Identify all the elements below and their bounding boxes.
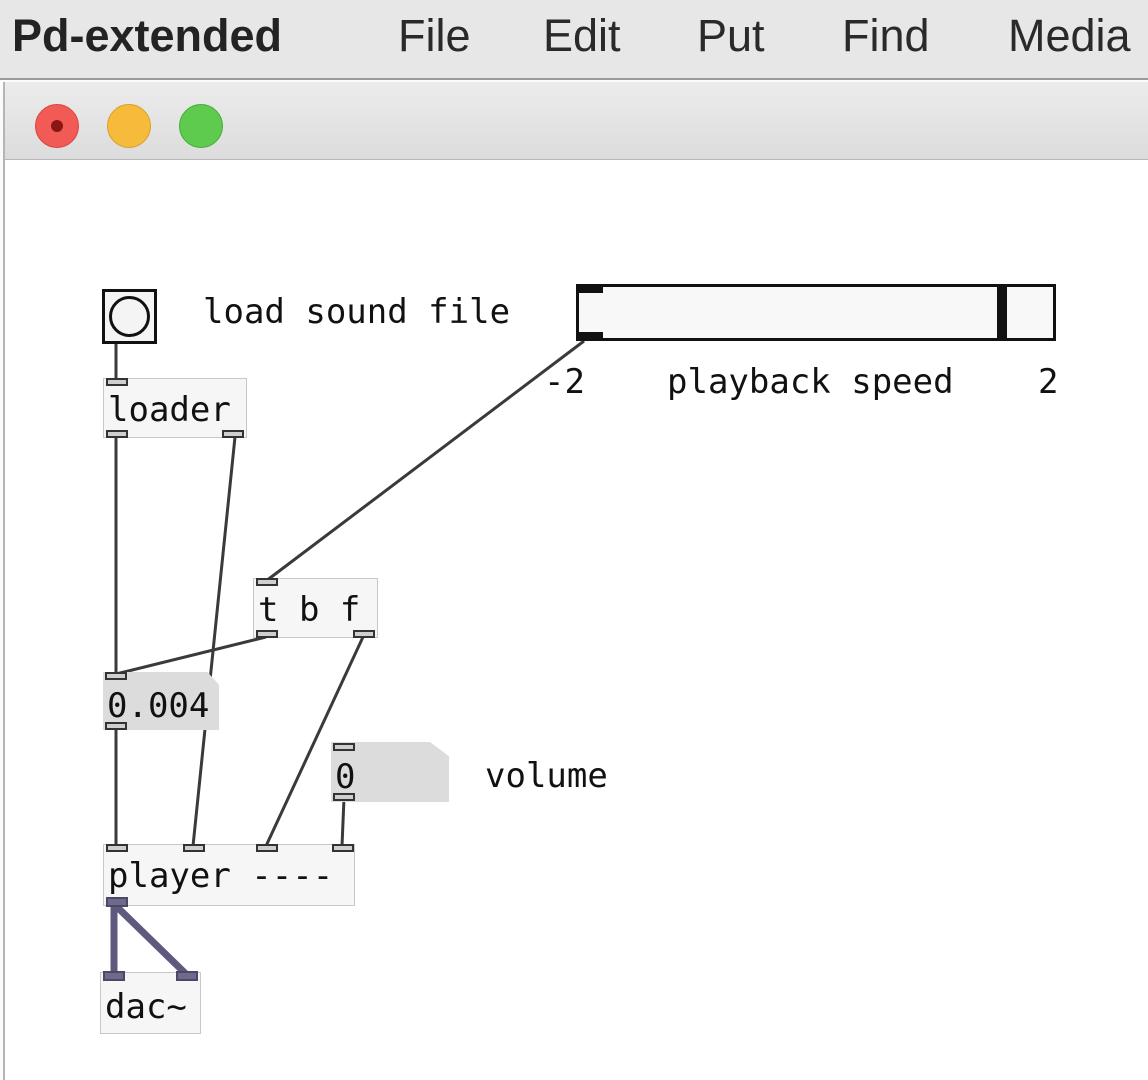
object-dac-text: dac~ [105,987,187,1027]
slider-knob[interactable] [997,287,1007,338]
window-titlebar[interactable] [5,82,1148,160]
wire-trigger-to-player [264,636,365,847]
slider-outlet [579,332,603,338]
object-dac[interactable]: dac~ [100,971,201,1034]
volume-number-box[interactable]: 0 [331,742,449,802]
bang-label: load sound file [203,292,511,332]
speed-number-value: 0.004 [107,686,210,726]
signal-inlet[interactable] [103,971,125,981]
wire-slider-to-trigger [265,339,585,583]
minimize-button-icon[interactable] [107,104,151,148]
menu-put[interactable]: Put [697,10,765,61]
menu-bar: Pd-extended File Edit Put Find Media [0,0,1148,80]
inlet[interactable] [183,844,205,852]
outlet[interactable] [353,630,375,638]
volume-outlet[interactable] [333,793,355,801]
outlet[interactable] [106,430,128,438]
bang-circle-icon [109,296,150,337]
volume-number-value: 0 [335,757,356,797]
menu-find[interactable]: Find [842,10,930,61]
maximize-button-icon[interactable] [179,104,223,148]
inlet[interactable] [256,578,278,586]
close-button-icon[interactable] [35,104,79,148]
signal-inlet[interactable] [176,971,198,981]
inlet[interactable] [256,844,278,852]
object-trigger-text: t b f [258,590,361,630]
wire-volume-to-player [340,797,346,847]
outlet[interactable] [222,430,244,438]
volume-inlet[interactable] [333,743,355,751]
volume-label: volume [485,756,608,796]
outlet[interactable] [256,630,278,638]
numbox-inlet[interactable] [105,672,127,680]
menu-file[interactable]: File [398,10,471,61]
object-loader-text: loader [108,390,231,430]
app-menu[interactable]: Pd-extended [12,10,283,61]
slider-label: playback speed [667,362,954,402]
slider-inlet [579,287,603,293]
bang-button[interactable] [102,289,157,344]
wire-loader-to-player [191,436,237,847]
slider-min-label: -2 [544,362,585,402]
object-player[interactable]: player ---- [103,844,355,907]
signal-wire-right [110,900,191,979]
menu-media[interactable]: Media [1008,10,1131,61]
object-loader[interactable]: loader [103,378,247,438]
speed-number-box[interactable]: 0.004 [103,672,219,730]
slider-max-label: 2 [1038,362,1059,402]
inlet[interactable] [106,844,128,852]
signal-outlet[interactable] [106,897,128,907]
numbox-outlet[interactable] [105,722,127,730]
object-player-text: player ---- [108,856,334,896]
object-trigger[interactable]: t b f [253,578,378,638]
menu-edit[interactable]: Edit [543,10,621,61]
patch-window [3,82,1148,1080]
wire-trigger-to-numbox [115,635,267,676]
inlet[interactable] [332,844,354,852]
playback-speed-slider[interactable] [576,284,1056,341]
inlet[interactable] [106,378,128,386]
